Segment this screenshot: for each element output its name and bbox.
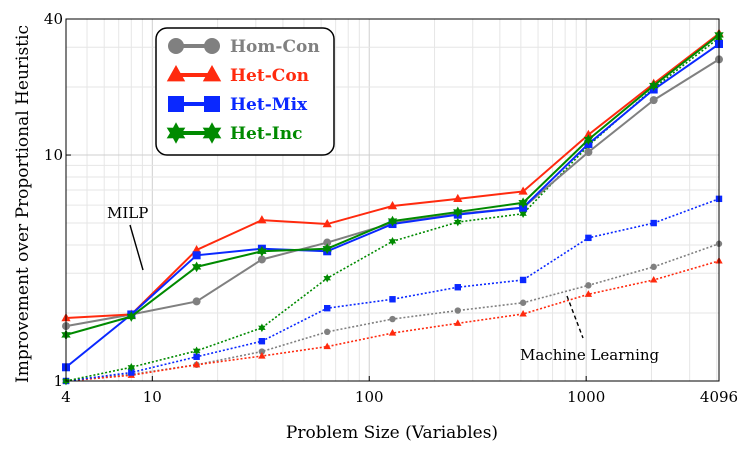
legend-marker-hom-con [168, 38, 184, 54]
data-point-het-mix-ml [324, 304, 331, 312]
data-point-het-inc-ml [454, 217, 462, 227]
data-point-het-mix-ml [193, 353, 200, 360]
data-point-hom-con-milp [323, 238, 332, 247]
y-tick-label: 10 [44, 146, 63, 164]
data-point-het-con-milp [192, 244, 202, 254]
data-point-het-mix-ml [519, 276, 527, 284]
data-point-hom-con-ml [454, 307, 461, 314]
data-point-het-inc-milp [387, 215, 398, 227]
data-point-het-con-ml [323, 342, 331, 350]
data-point-het-con-milp [583, 129, 593, 138]
milp-pointer-line [129, 224, 144, 271]
legend-marker-het-con [166, 65, 186, 82]
data-point-het-mix-ml [389, 296, 396, 303]
series-het-inc-milp [61, 29, 724, 341]
legend-marker-het-inc [202, 122, 222, 144]
data-point-het-con-ml [584, 290, 593, 297]
legend-label-het-inc: Het-Inc [230, 124, 302, 144]
ml-pointer-line [566, 295, 584, 339]
plot-frame [65, 18, 720, 382]
data-point-het-mix-milp [192, 251, 201, 260]
data-point-hom-con-ml [650, 263, 657, 271]
data-point-het-mix-ml [128, 369, 135, 376]
data-point-hom-con-ml [585, 282, 592, 289]
data-point-het-con-ml [519, 309, 527, 317]
ticks: 4 10 100 1000 4096 1 10 40 [44, 10, 738, 406]
legend-marker-het-mix [204, 96, 220, 112]
legend-box [155, 27, 335, 156]
legend: Hom-Con Het-Con Het-Mix Het-Inc [155, 27, 335, 156]
legend-label-het-mix: Het-Mix [230, 95, 308, 115]
annotations: MILP Machine Learning [107, 204, 660, 364]
data-point-hom-con-ml [519, 299, 527, 306]
data-point-het-con-milp [453, 193, 463, 203]
data-point-het-inc-ml [323, 273, 331, 283]
data-point-het-inc-milp [583, 134, 594, 146]
x-tick-label: 4096 [700, 388, 738, 406]
series-line-het-con-ml [65, 260, 720, 382]
legend-label-het-con: Het-Con [230, 66, 309, 86]
data-point-het-con-ml [258, 352, 266, 359]
x-tick-label: 1000 [567, 388, 605, 406]
data-point-het-con-ml [388, 329, 397, 336]
data-point-het-mix-ml [258, 338, 266, 345]
x-tick-label: 4 [61, 388, 71, 406]
data-point-hom-con-milp [192, 297, 201, 306]
legend-label-hom-con: Hom-Con [230, 37, 320, 57]
data-point-het-inc-milp [453, 206, 463, 218]
legend-marker-het-con [202, 65, 222, 82]
data-point-het-inc-milp [191, 261, 202, 273]
data-point-het-inc-ml [519, 209, 527, 219]
machine-learning-annotation: Machine Learning [520, 346, 660, 364]
y-axis-title: Improvement over Proportional Heuristic [13, 25, 33, 383]
legend-marker-het-inc [166, 122, 186, 144]
data-point-het-mix-ml [585, 234, 592, 242]
data-point-hom-con-ml [324, 328, 331, 336]
data-point-het-con-milp [322, 219, 332, 228]
data-point-het-inc-milp [649, 80, 659, 91]
data-point-het-mix-ml [650, 219, 657, 227]
data-point-het-inc-ml [388, 237, 397, 246]
x-axis-title: Problem Size (Variables) [286, 423, 498, 443]
x-tick-label: 100 [355, 388, 384, 406]
data-point-het-inc-milp [518, 197, 528, 209]
data-point-het-inc-ml [258, 323, 266, 333]
data-point-het-mix-ml [454, 284, 461, 291]
data-point-hom-con-ml [258, 348, 266, 355]
y-tick-label: 1 [53, 372, 63, 390]
y-tick-label: 40 [44, 10, 63, 28]
series-layer [61, 28, 724, 386]
data-point-het-con-milp [518, 186, 528, 195]
data-point-hom-con-milp [584, 148, 593, 157]
x-tick-label: 10 [143, 388, 162, 406]
data-point-het-inc-ml [192, 346, 201, 356]
data-point-het-inc-milp [257, 245, 267, 257]
data-point-het-inc-milp [126, 311, 136, 322]
data-point-het-inc-ml [127, 362, 136, 372]
data-point-het-con-ml [454, 319, 462, 326]
data-point-hom-con-milp [649, 96, 658, 105]
legend-marker-hom-con [204, 38, 220, 54]
data-point-het-con-ml [650, 275, 658, 283]
data-point-het-inc-milp [322, 243, 332, 255]
data-point-het-con-milp [257, 215, 267, 224]
data-point-hom-con-ml [389, 315, 396, 323]
data-point-hom-con-milp [257, 255, 266, 264]
data-point-het-con-ml [192, 360, 201, 368]
legend-marker-het-mix [168, 96, 184, 112]
milp-annotation: MILP [107, 204, 148, 222]
data-point-het-con-milp [387, 200, 398, 210]
